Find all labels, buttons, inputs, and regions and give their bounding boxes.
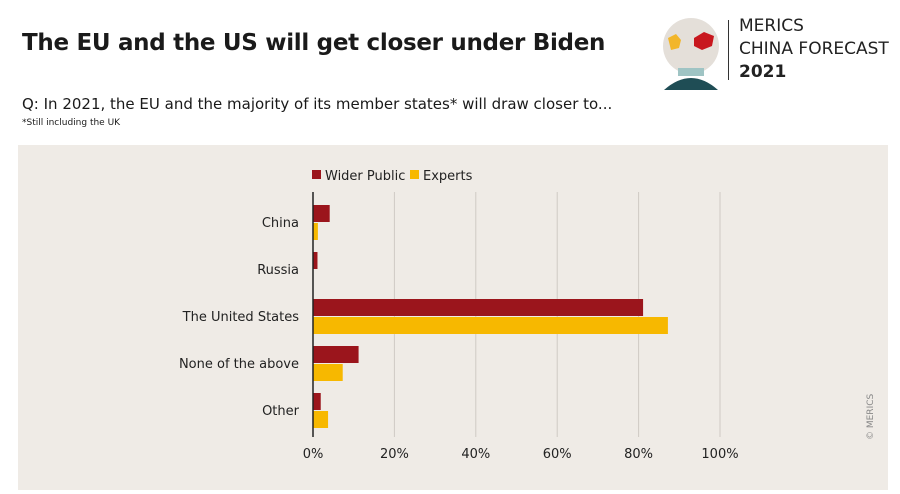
category-label: China xyxy=(262,216,299,231)
bar-experts xyxy=(313,411,329,428)
bar-experts xyxy=(313,317,668,334)
x-tick-label: 60% xyxy=(543,447,572,462)
x-tick-label: 40% xyxy=(461,447,490,462)
x-tick-label: 100% xyxy=(701,447,738,462)
category-label: Russia xyxy=(257,263,299,278)
bar-experts xyxy=(313,223,318,240)
bar-wider-public xyxy=(313,299,644,316)
globe-icon xyxy=(663,18,719,90)
bar-wider-public xyxy=(313,252,318,269)
category-label: Other xyxy=(262,404,300,419)
x-tick-label: 0% xyxy=(303,447,324,462)
x-tick-label: 80% xyxy=(624,447,653,462)
question-text: Q: In 2021, the EU and the majority of i… xyxy=(22,95,613,113)
chart-title: The EU and the US will get closer under … xyxy=(22,30,606,56)
logo-line2: CHINA FORECAST xyxy=(739,39,889,59)
bar-wider-public xyxy=(313,393,321,410)
legend-label: Wider Public xyxy=(325,169,405,184)
legend-swatch xyxy=(312,170,321,179)
bar-wider-public xyxy=(313,346,359,363)
legend-label: Experts xyxy=(423,169,473,184)
category-label: None of the above xyxy=(179,357,299,372)
category-label: The United States xyxy=(182,310,300,325)
eu-map-shape xyxy=(668,34,681,50)
china-map-shape xyxy=(694,32,714,50)
logo-year: 2021 xyxy=(739,62,787,82)
bar-experts xyxy=(313,364,343,381)
copyright: © MERICS xyxy=(866,393,876,440)
footnote: *Still including the UK xyxy=(22,118,121,128)
bar-wider-public xyxy=(313,205,330,222)
logo-line1: MERICS xyxy=(739,16,804,36)
x-tick-label: 20% xyxy=(380,447,409,462)
legend-swatch xyxy=(410,170,419,179)
logo-divider xyxy=(728,20,729,80)
